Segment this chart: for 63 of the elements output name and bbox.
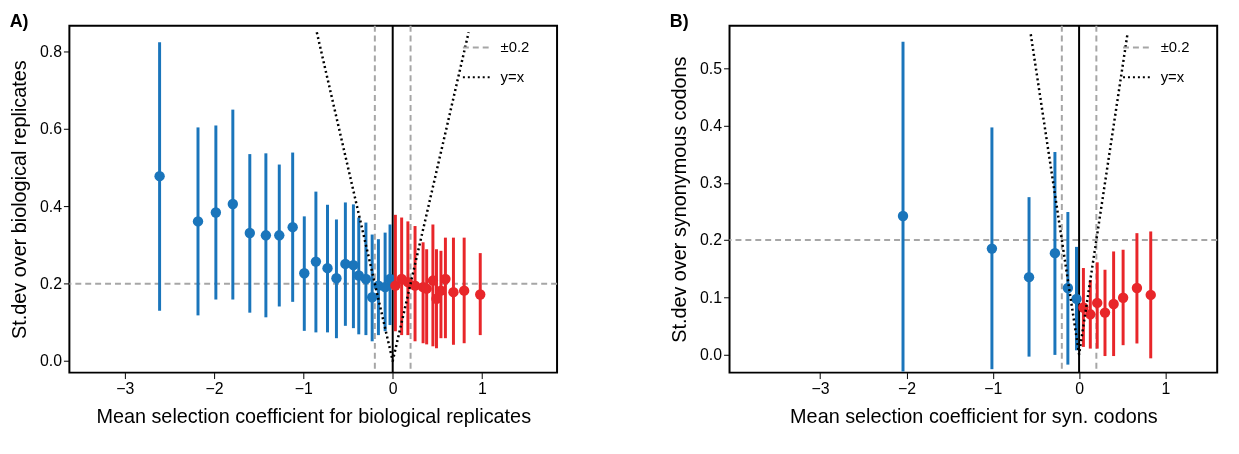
point — [322, 263, 333, 274]
y-tick-label: 0.3 — [700, 174, 723, 192]
chart-title: B) — [669, 10, 689, 31]
point — [310, 256, 322, 267]
point — [1131, 282, 1143, 294]
y-tick-label: 0.0 — [39, 352, 63, 370]
legend-label: ±0.2 — [500, 39, 530, 56]
x-tick-label: −3 — [811, 379, 830, 397]
point — [1099, 307, 1111, 318]
y-tick-label: 0.2 — [700, 231, 723, 249]
point — [1023, 271, 1035, 283]
point — [986, 243, 998, 254]
y-tick-label: 0.5 — [700, 60, 723, 78]
x-tick-label: −3 — [116, 379, 135, 397]
x-axis-title: Mean selection coefficient for syn. codons — [790, 404, 1158, 427]
x-tick-label: −1 — [984, 379, 1003, 397]
point — [1071, 293, 1082, 305]
point — [260, 230, 272, 241]
point — [366, 292, 378, 303]
y-tick-label: 0.8 — [39, 43, 63, 61]
y-tick-label: 0.0 — [700, 345, 723, 363]
point — [287, 222, 298, 233]
y-tick-label: 0.4 — [700, 117, 723, 135]
point — [1117, 292, 1129, 303]
point — [299, 268, 310, 279]
point — [897, 210, 909, 222]
x-axis-title: Mean selection coefficient for biological replicates — [96, 404, 532, 427]
point — [274, 230, 285, 241]
y-axis-title: St.dev over synonymous codons — [668, 56, 691, 343]
point — [1145, 289, 1156, 301]
point — [192, 216, 204, 227]
legend-label: y=x — [500, 69, 525, 86]
x-tick-label: 0 — [1075, 379, 1085, 397]
point — [210, 207, 222, 218]
y-axis-title: St.dev over biological replicates — [8, 60, 31, 339]
point — [427, 275, 439, 286]
point — [227, 198, 239, 210]
point — [390, 280, 401, 291]
point — [448, 286, 459, 298]
point — [1092, 297, 1103, 309]
x-tick-label: 0 — [388, 379, 398, 397]
legend-label: ±0.2 — [1160, 39, 1190, 56]
x-tick-label: −2 — [897, 379, 917, 397]
point — [1049, 247, 1061, 259]
x-tick-label: 1 — [1161, 379, 1171, 397]
point — [1085, 309, 1096, 320]
point — [348, 259, 359, 271]
point — [1108, 298, 1119, 310]
point — [475, 289, 486, 300]
point — [360, 273, 372, 285]
x-tick-label: −2 — [205, 379, 224, 397]
point — [458, 285, 470, 296]
y-tick-label: 0.4 — [39, 197, 63, 215]
x-tick-label: −1 — [294, 379, 314, 397]
point — [154, 170, 165, 182]
legend-label: y=x — [1160, 69, 1185, 86]
point — [244, 227, 255, 239]
point — [331, 273, 342, 284]
y-tick-label: 0.2 — [39, 275, 63, 293]
y-tick-label: 0.6 — [39, 120, 63, 138]
chart-title: A) — [9, 10, 29, 31]
x-tick-label: 1 — [478, 379, 488, 397]
y-tick-label: 0.1 — [700, 288, 723, 306]
